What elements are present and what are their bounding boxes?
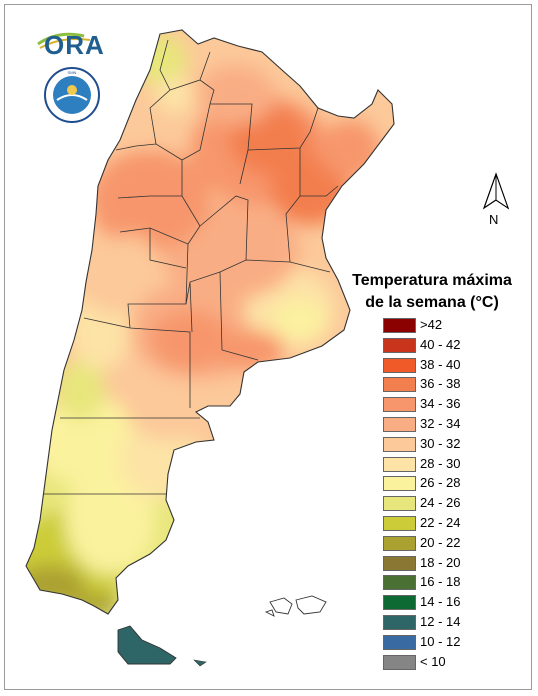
legend-label: 34 - 36 xyxy=(420,396,461,412)
tierra-del-fuego xyxy=(117,625,177,665)
legend-swatch xyxy=(383,614,416,630)
legend-swatch xyxy=(383,535,416,551)
svg-text:SMN: SMN xyxy=(68,70,77,75)
legend-label: 40 - 42 xyxy=(420,336,461,352)
legend-label: 10 - 12 xyxy=(420,633,461,649)
legend-label: >42 xyxy=(420,317,443,332)
legend-swatch xyxy=(383,654,416,670)
legend-label: 16 - 18 xyxy=(420,574,461,590)
legend-label: 20 - 22 xyxy=(420,534,461,550)
legend-swatch xyxy=(383,416,416,432)
legend-title-line1: Temperatura máxima xyxy=(352,272,512,289)
north-arrow-label: N xyxy=(489,212,499,227)
legend-label: 14 - 16 xyxy=(420,594,461,610)
legend-swatch xyxy=(383,337,416,353)
legend-label: 32 - 34 xyxy=(420,415,461,431)
legend-swatch xyxy=(383,318,416,333)
north-arrow-icon xyxy=(482,172,510,210)
legend-swatch xyxy=(383,476,416,492)
legend-label: 18 - 20 xyxy=(420,554,461,570)
ora-logo-icon xyxy=(37,32,91,49)
legend-swatch xyxy=(383,397,416,413)
malvinas-islands xyxy=(264,595,327,617)
province-boundaries xyxy=(44,39,339,495)
legend-swatch xyxy=(383,496,416,512)
legend-swatch xyxy=(383,436,416,452)
legend-title-line2: de la semana (°C) xyxy=(365,294,499,311)
smn-seal-icon: SMN xyxy=(44,67,100,123)
legend-label: 38 - 40 xyxy=(420,356,461,372)
legend-label: 12 - 14 xyxy=(420,613,461,629)
legend-swatch xyxy=(383,634,416,650)
legend-swatch xyxy=(383,456,416,472)
legend-swatch xyxy=(383,357,416,373)
legend-swatch xyxy=(383,515,416,531)
legend-swatch xyxy=(383,595,416,611)
legend-label: 36 - 38 xyxy=(420,376,461,392)
legend-label: 28 - 30 xyxy=(420,455,461,471)
legend-label: 30 - 32 xyxy=(420,435,461,451)
legend-swatch xyxy=(383,377,416,393)
legend-label: 22 - 24 xyxy=(420,514,461,530)
legend-title: Temperatura máxima de la semana (°C) xyxy=(337,270,527,314)
legend-swatch xyxy=(383,575,416,591)
ora-logo-text: ORA xyxy=(44,30,105,60)
isla-de-los-estados xyxy=(193,659,207,667)
legend-swatch xyxy=(383,555,416,571)
legend-label: 26 - 28 xyxy=(420,475,461,491)
legend-label: 24 - 26 xyxy=(420,495,461,511)
legend-label: < 10 xyxy=(420,653,446,669)
